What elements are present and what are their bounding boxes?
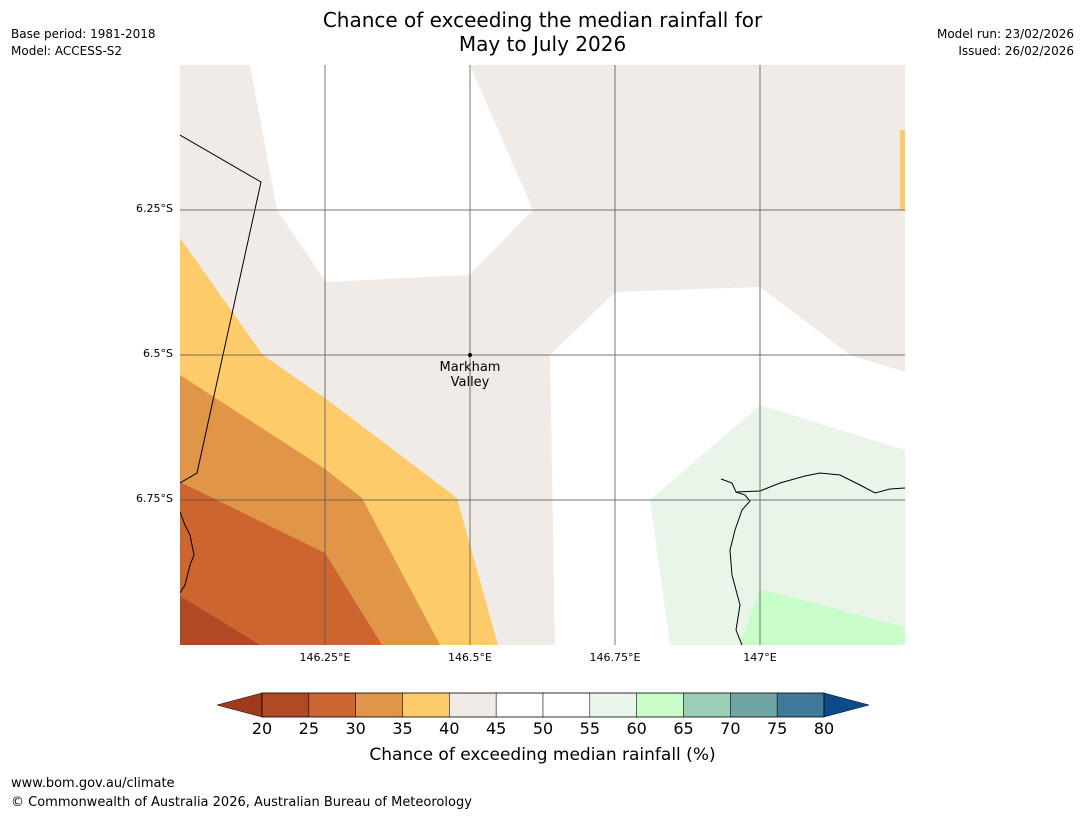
region-25-30 bbox=[180, 482, 382, 645]
title-line-1: Chance of exceeding the median rainfall … bbox=[322, 8, 763, 32]
colorbar-tick-label: 55 bbox=[579, 719, 600, 738]
map-gridlines bbox=[180, 65, 905, 645]
colorbar-segment bbox=[683, 692, 731, 718]
model-run: Model run: 23/02/2026 bbox=[936, 27, 1074, 41]
colorbar-tick-label: 50 bbox=[532, 719, 554, 738]
meta-right: Model run: 23/02/2026 Issued: 26/02/2026 bbox=[937, 26, 1074, 60]
colorbar-tick-label: 40 bbox=[439, 719, 460, 738]
colorbar-tick-label: 60 bbox=[626, 719, 647, 738]
place-label-line-2: Valley bbox=[450, 375, 490, 390]
colorbar-segment bbox=[402, 692, 450, 718]
colorbar bbox=[216, 692, 870, 718]
colorbar-tick-label: 45 bbox=[485, 719, 507, 738]
colorbar-segment bbox=[449, 692, 497, 718]
base-period: Base period: 1981-2018 bbox=[11, 27, 156, 41]
rainfall-map bbox=[180, 65, 905, 645]
colorbar-tick-label: 70 bbox=[720, 719, 741, 738]
region-35-40-east-edge bbox=[900, 130, 905, 210]
lon-label-146-75: 146.75°E bbox=[589, 651, 641, 664]
colorbar-segment bbox=[355, 692, 403, 718]
colorbar-tick-label: 25 bbox=[298, 719, 319, 738]
issued-date: Issued: 26/02/2026 bbox=[958, 44, 1074, 58]
colorbar-segment bbox=[495, 692, 544, 718]
lon-label-146-5: 146.5°E bbox=[448, 651, 492, 664]
colorbar-over-arrow bbox=[823, 692, 870, 718]
colorbar-segment bbox=[636, 692, 684, 718]
border-line bbox=[180, 134, 262, 484]
lat-label-6-5: 6.5°S bbox=[143, 347, 173, 360]
meta-left: Base period: 1981-2018 Model: ACCESS-S2 bbox=[11, 26, 156, 60]
model-name: Model: ACCESS-S2 bbox=[11, 44, 123, 58]
colorbar-segment bbox=[730, 692, 778, 718]
colorbar-title: Chance of exceeding median rainfall (%) bbox=[369, 745, 716, 765]
colorbar-tick-label: 80 bbox=[813, 719, 835, 738]
coastline-west bbox=[180, 511, 195, 594]
title-line-2: May to July 2026 bbox=[458, 32, 627, 56]
colorbar-segment bbox=[776, 692, 825, 718]
footer-copyright: © Commonwealth of Australia 2026, Austra… bbox=[11, 795, 472, 810]
lon-label-146-25: 146.25°E bbox=[299, 651, 351, 664]
colorbar-segments bbox=[261, 692, 825, 718]
lon-label-147: 147°E bbox=[743, 651, 777, 664]
colorbar-frame bbox=[261, 692, 825, 718]
colorbar-tick-label: 30 bbox=[345, 719, 366, 738]
region-55-60 bbox=[650, 405, 905, 645]
lat-label-6-75: 6.75°S bbox=[136, 492, 173, 505]
colorbar-segment bbox=[261, 692, 310, 718]
place-marker bbox=[468, 353, 472, 357]
colorbar-tick-label: 35 bbox=[392, 719, 413, 738]
map-title: Chance of exceeding the median rainfall … bbox=[0, 8, 1085, 56]
region-60-65 bbox=[740, 589, 905, 645]
region-20-25 bbox=[180, 596, 260, 645]
place-label-line-1: Markham bbox=[439, 360, 501, 375]
region-45-55-north bbox=[250, 65, 533, 282]
colorbar-tick-label: 75 bbox=[766, 719, 788, 738]
colorbar-segment bbox=[589, 692, 637, 718]
colorbar-under-arrow bbox=[216, 692, 263, 718]
coastline-east-north bbox=[735, 472, 905, 494]
footer-url: www.bom.gov.au/climate bbox=[11, 776, 175, 791]
colorbar-tick-label: 65 bbox=[673, 719, 694, 738]
colorbar-segment bbox=[542, 692, 591, 718]
coastline-east-south bbox=[720, 478, 751, 645]
lat-label-6-25: 6.25°S bbox=[136, 202, 173, 215]
colorbar-tick-label: 20 bbox=[251, 719, 273, 738]
place-label: Markham Valley bbox=[420, 360, 520, 390]
colorbar-segment bbox=[308, 692, 356, 718]
